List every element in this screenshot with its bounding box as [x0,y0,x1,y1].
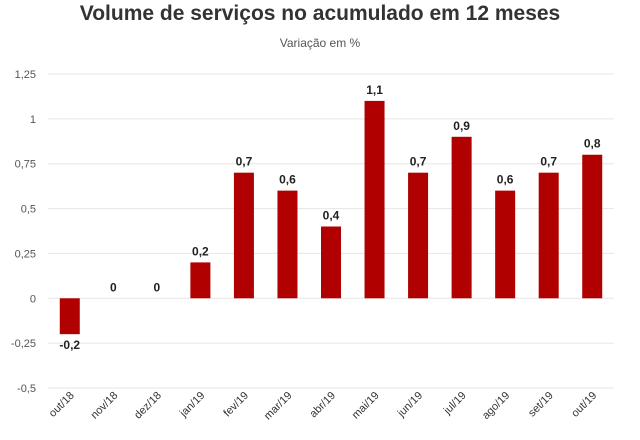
y-tick-label: 0,75 [15,159,36,171]
chart-subtitle: Variação em % [279,36,361,50]
x-tick-label: set/19 [526,390,556,420]
y-tick-label: 1,25 [15,69,36,81]
y-axis-ticks: -0,5 -0,25 0 0,25 0,5 0,75 1 1,25 [11,69,36,395]
data-label: 0,7 [236,155,253,169]
chart-title: Volume de serviços no acumulado em 12 me… [79,2,561,25]
data-label: 0 [110,280,117,294]
data-label: 0,7 [410,155,427,169]
data-label: 0,6 [279,173,296,187]
y-tick-label: 0,25 [15,248,36,260]
x-tick-label: mar/19 [262,390,295,423]
data-label: -0,2 [59,338,80,352]
x-tick-label-group: out/18 [47,390,77,420]
bar [59,298,80,335]
x-tick-label: mai/19 [350,390,382,422]
y-tick-label: 0,5 [21,204,36,216]
x-tick-label: abr/19 [308,390,339,421]
x-tick-label: fev/19 [221,390,251,420]
x-tick-label: jan/19 [177,390,207,420]
y-tick-label: -0,5 [17,383,36,395]
x-tick-label: jun/19 [395,390,425,420]
x-tick-label: dez/18 [132,390,164,422]
x-tick-label-group: mar/19 [262,390,295,423]
x-tick-label-group: dez/18 [132,390,164,422]
bar [321,226,341,299]
bar [538,172,559,299]
y-tick-label: -0,25 [11,338,36,350]
x-tick-label: jul/19 [441,390,469,418]
data-label: 0,9 [453,119,470,133]
data-label: 0,8 [584,137,601,151]
data-label: 0,2 [192,244,209,258]
bar [364,100,385,299]
data-label: 0 [154,280,161,294]
data-label: 0,4 [323,209,340,223]
y-tick-label: 1 [30,114,36,126]
x-tick-label-group: fev/19 [221,390,251,420]
data-label: 0,7 [540,155,557,169]
x-tick-label-group: nov/18 [89,390,121,422]
x-tick-label-group: out/19 [569,390,599,420]
bar [582,154,603,299]
x-tick-label-group: ago/19 [480,390,512,422]
bars [59,100,603,335]
bar [451,136,472,299]
data-label: 1,1 [366,83,383,97]
data-label: 0,6 [497,173,514,187]
x-tick-label-group: jan/19 [177,390,207,420]
data-labels: -0,2 0 0 0,2 0,7 0,6 0,4 1,1 0,7 0,9 0,6 0,7 0,8 [59,83,600,352]
x-tick-label: nov/18 [89,390,121,422]
x-tick-label-group: abr/19 [308,390,339,421]
bar [277,190,298,299]
gridlines [48,73,614,389]
x-tick-label: ago/19 [480,390,512,422]
x-tick-label-group: mai/19 [350,390,382,422]
y-tick-label: 0 [30,293,36,305]
bar [233,172,254,299]
x-axis-ticks: out/18 nov/18 dez/18 jan/19 fev/19 mar/19 abr/… [47,390,600,423]
x-tick-label-group: jun/19 [395,390,425,420]
x-tick-label-group: jul/19 [441,390,469,418]
bar [495,190,516,299]
x-tick-label: out/18 [47,390,77,420]
x-tick-label-group: set/19 [526,390,556,420]
bar [190,262,211,299]
x-tick-label: out/19 [569,390,599,420]
bar [408,172,429,299]
